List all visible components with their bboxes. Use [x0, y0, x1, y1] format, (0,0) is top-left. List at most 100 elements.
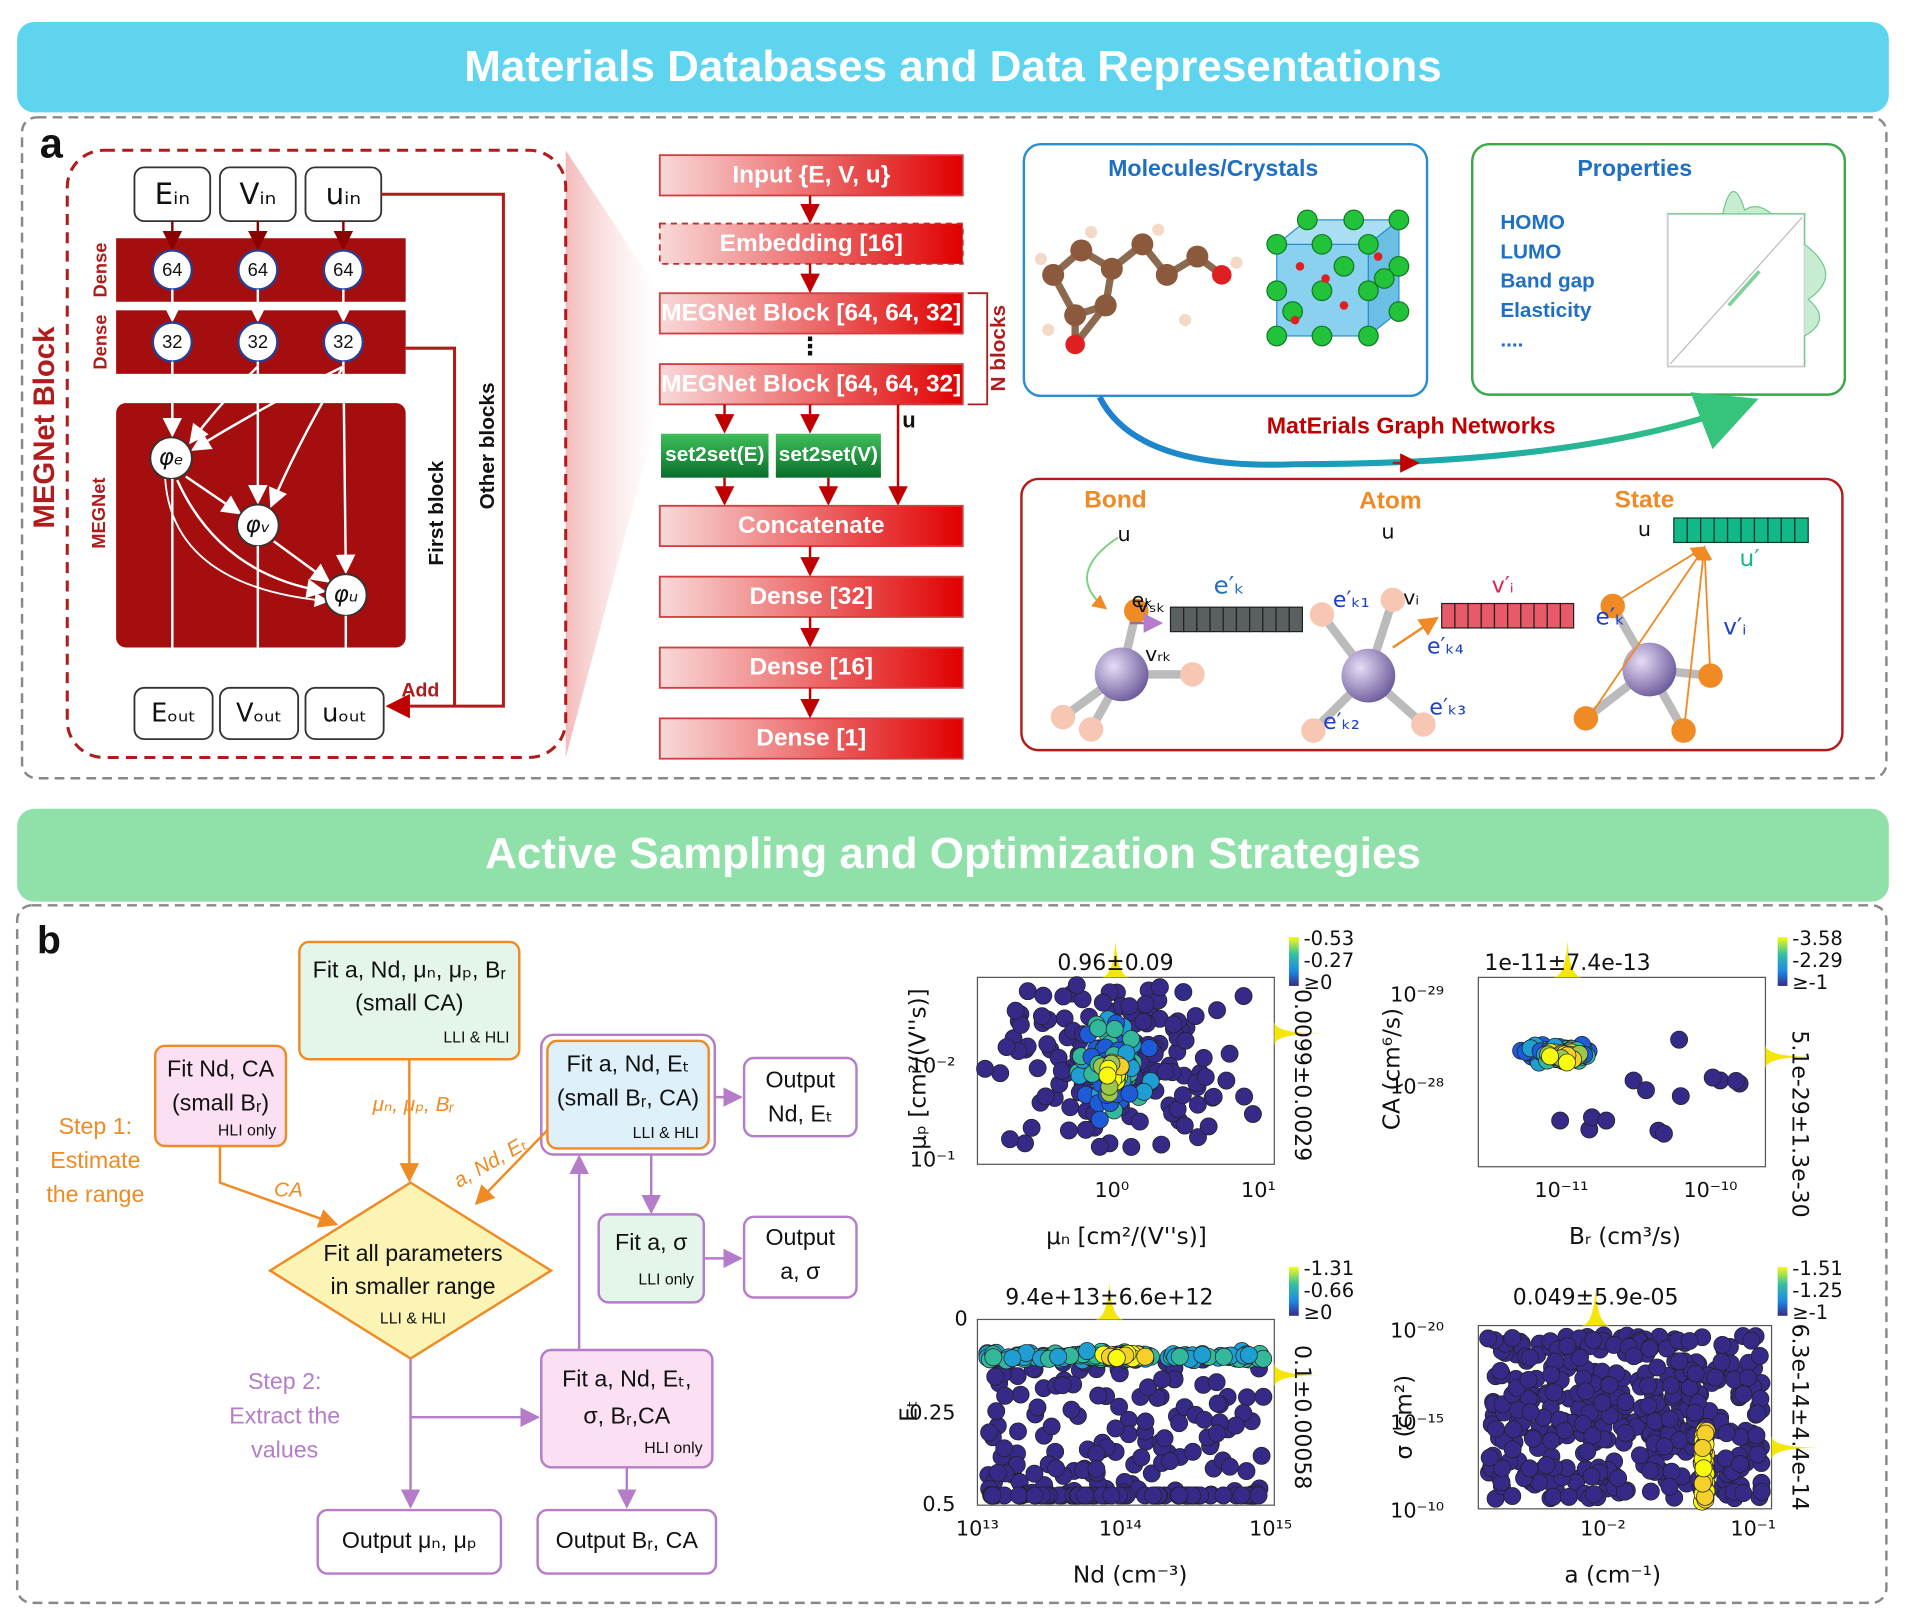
layer-label: Dense [1] [756, 725, 866, 752]
y-axis-label: Eₜ [896, 1400, 923, 1422]
sample-point [1584, 1331, 1603, 1349]
sample-point [1144, 1486, 1163, 1505]
sample-point [1170, 1486, 1189, 1505]
curve [176, 479, 327, 599]
colorbar-label: -2.29 [1792, 949, 1843, 972]
unit-count: 64 [162, 259, 182, 280]
sample-point [1025, 1486, 1044, 1505]
first-block-label: First block [425, 460, 448, 565]
atom [1186, 245, 1209, 268]
connector [335, 361, 356, 575]
unit-count: 32 [162, 331, 182, 352]
sample-point [1584, 1485, 1603, 1504]
state-label: u [902, 407, 915, 432]
feature-cell [1288, 606, 1304, 633]
network-layer [658, 292, 964, 335]
sample-point [1204, 1087, 1223, 1106]
atom [1180, 662, 1205, 687]
x-tick-label: 10¹⁵ [1249, 1517, 1292, 1541]
sample-point [1232, 1486, 1251, 1505]
feature-cell [1222, 606, 1238, 633]
sample-point [1110, 1397, 1128, 1416]
sample-point [1600, 1376, 1619, 1395]
y-axis-label: μₚ [cm²/(V''s)] [904, 988, 931, 1149]
atom [1050, 704, 1076, 730]
network-layer [658, 504, 964, 548]
atom [1094, 294, 1117, 317]
section-title: Active Sampling and Optimization Strateg… [485, 829, 1421, 878]
process-box [546, 1039, 710, 1150]
marginal-peak [1580, 1288, 1611, 1326]
edge-label: μₙ, μₚ, Bᵣ [372, 1093, 455, 1116]
sample-point [986, 1367, 1005, 1386]
curve [268, 365, 345, 509]
sample-point [1173, 1086, 1192, 1105]
network-layer [658, 575, 964, 618]
sample-point [1712, 1352, 1731, 1371]
section-banner [17, 808, 1889, 902]
sample-point [1686, 1403, 1704, 1422]
sample-point [1748, 1404, 1767, 1423]
layer-label: Input {E, V, u} [732, 161, 890, 188]
curve [1727, 270, 1761, 307]
step-text: Extract the [229, 1402, 340, 1428]
sample-point [1028, 1059, 1047, 1078]
edge-label: CA [274, 1179, 303, 1202]
curve [1669, 217, 1803, 365]
marginal-peak [1100, 940, 1131, 978]
process-text: Fit a, Nd, μₙ, μₚ, Bᵣ [313, 956, 507, 982]
atom [1309, 602, 1335, 627]
crystal-atom [1339, 301, 1349, 310]
side-label: 6.3e-14±4.4e-14 [1786, 1324, 1811, 1511]
sample-point [1752, 1482, 1771, 1501]
sample-point [1018, 982, 1037, 1001]
x-axis-label: Bᵣ (cm³/s) [1569, 1223, 1681, 1250]
y-tick-label: 10⁻²⁹ [1390, 983, 1444, 1007]
sample-point [1252, 1446, 1271, 1465]
crystal-atom [1266, 280, 1288, 302]
layer-label: Embedding [16] [720, 230, 903, 257]
plot-title: 9.4e+13±6.6e+12 [1005, 1286, 1213, 1311]
sample-point [1098, 1066, 1117, 1085]
sample-point [1089, 1386, 1108, 1405]
zoom-funnel [565, 150, 660, 758]
network-layer [658, 222, 964, 265]
sample-point [1670, 1431, 1689, 1449]
sample-point [1693, 1439, 1712, 1457]
sample-point [1706, 1368, 1725, 1387]
process-text: Fit a, σ [615, 1229, 687, 1255]
sample-point [1641, 1461, 1660, 1480]
sample-point [1686, 1364, 1705, 1383]
feature-cell [1507, 602, 1522, 629]
set2set-label: set2set(V) [779, 443, 878, 466]
y-tick-label: 10⁻²⁸ [1390, 1074, 1444, 1098]
colorbar [1288, 937, 1299, 986]
update-label: v′ᵢ [1723, 613, 1746, 640]
sample-point [1120, 1084, 1139, 1103]
update-title: Bond [1084, 486, 1146, 513]
sample-point [1067, 976, 1086, 995]
sample-point [1186, 1007, 1205, 1025]
connector [1682, 545, 1711, 734]
decision-text: Fit all parameters [323, 1240, 502, 1266]
crystal-atom [1358, 325, 1379, 347]
panel-title: Molecules/Crystals [1108, 155, 1318, 181]
connector [967, 292, 989, 406]
colorbar-label: ≥-1 [1792, 971, 1828, 994]
circle [324, 573, 368, 617]
sample-point [1136, 995, 1155, 1014]
side-label: 0.1±0.00058 [1289, 1345, 1314, 1489]
sample-point [1541, 1047, 1559, 1066]
colorbar [1777, 937, 1788, 986]
sample-point [1693, 1474, 1712, 1493]
feature-cell [1441, 602, 1456, 629]
phi-label: φᵥ [245, 511, 270, 538]
sample-point [1491, 1361, 1510, 1380]
sample-point [1639, 1397, 1658, 1415]
connector [474, 1129, 549, 1206]
connector [1587, 545, 1706, 719]
sample-point [1519, 1370, 1538, 1389]
x-tick-label: 10¹³ [956, 1517, 999, 1541]
feature-cell [1235, 606, 1251, 633]
